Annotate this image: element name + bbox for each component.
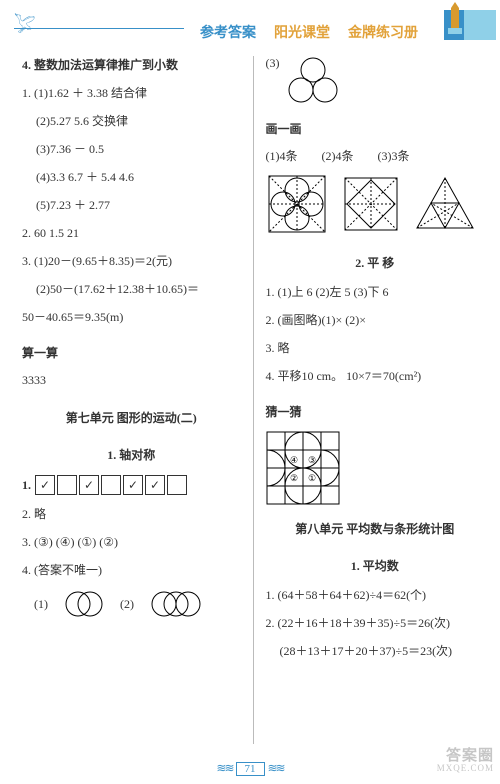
watermark-line2: MXQE.COM	[437, 764, 494, 774]
content-columns: 4. 整数加法运算律推广到小数 1. (1)1.62 ＋ 3.38 结合律 (2…	[0, 56, 500, 744]
checkbox-5: ✓	[123, 475, 143, 495]
sym-q4: 4. (答案不唯一)	[22, 561, 241, 579]
t-q1: 1. (1)上 6 (2)左 5 (3)下 6	[265, 283, 484, 301]
page-header: 𓅯 参考答案 阳光课堂 金牌练习册	[0, 0, 500, 56]
fig-label-2: (2)	[120, 597, 134, 612]
footer-deco-left: ≋≋	[216, 761, 232, 775]
guess-title: 猜一猜	[265, 403, 484, 420]
unit8-title: 第八单元 平均数与条形统计图	[265, 520, 484, 537]
watermark: 答案圈 MXQE.COM	[437, 748, 494, 774]
rotated-square-icon	[339, 172, 403, 236]
checkbox-row: ✓ ✓ ✓ ✓	[35, 475, 187, 495]
svg-text:①: ①	[308, 473, 316, 483]
q3-3: 50－40.65＝9.35(m)	[22, 308, 241, 326]
checkbox-3: ✓	[79, 475, 99, 495]
draw-a3: (3)3条	[377, 147, 409, 164]
svg-text:②: ②	[290, 473, 298, 483]
triangle-symmetry-icon	[413, 172, 477, 236]
header-brand-2: 金牌练习册	[348, 22, 418, 42]
page-number: 71	[236, 762, 265, 776]
footer-deco-right: ≋≋	[268, 761, 284, 775]
avg-title: 1. 平均数	[265, 557, 484, 574]
sym-q2: 2. 略	[22, 505, 241, 523]
avg-q2b: (28＋13＋17＋20＋37)÷5＝23(次)	[265, 642, 484, 660]
t-q4: 4. 平移10 cm。 10×7＝70(cm²)	[265, 367, 484, 385]
q2: 2. 60 1.5 21	[22, 224, 241, 242]
circle-figs-row: (1) (2)	[22, 589, 241, 619]
sym-q1-row: 1. ✓ ✓ ✓ ✓	[22, 475, 241, 495]
header-lighthouse-icon	[438, 0, 472, 34]
fig-3-row: (3)	[265, 56, 484, 104]
q3-1: 3. (1)20－(9.65＋8.35)＝2(元)	[22, 252, 241, 270]
q1-2: (2)5.27 5.6 交换律	[22, 112, 241, 130]
t-q3: 3. 略	[265, 339, 484, 357]
checkbox-2	[57, 475, 77, 495]
header-bird-icon: 𓅯	[14, 8, 35, 38]
three-circles-icon	[148, 589, 204, 619]
checkbox-4	[101, 475, 121, 495]
sym-q1-prefix: 1.	[22, 478, 31, 493]
checkbox-6: ✓	[145, 475, 165, 495]
symmetry-title: 1. 轴对称	[22, 446, 241, 463]
checkbox-1: ✓	[35, 475, 55, 495]
q1-4: (4)3.3 6.7 ＋ 5.4 4.6	[22, 168, 241, 186]
calc-answer: 3333	[22, 371, 241, 389]
header-center-title: 参考答案	[200, 22, 256, 42]
header-brand-1: 阳光课堂	[274, 22, 330, 42]
q3-2: (2)50－(17.62＋12.38＋10.65)＝	[22, 280, 241, 298]
column-divider	[253, 56, 254, 744]
sym-q3: 3. (③) (④) (①) (②)	[22, 533, 241, 551]
checkbox-7	[167, 475, 187, 495]
svg-text:③: ③	[308, 455, 316, 465]
three-circles-triangle-icon	[285, 56, 341, 104]
right-column: (3) 画一画 (1)4条 (2)4条 (3)3条	[265, 56, 484, 744]
avg-q1: 1. (64＋58＋64＋62)÷4＝62(个)	[265, 586, 484, 604]
svg-text:④: ④	[290, 455, 298, 465]
two-circles-icon	[62, 589, 106, 619]
left-column: 4. 整数加法运算律推广到小数 1. (1)1.62 ＋ 3.38 结合律 (2…	[22, 56, 241, 744]
fig-label-1: (1)	[34, 597, 48, 612]
page-footer: ≋≋ 71 ≋≋	[0, 761, 500, 776]
header-rule	[14, 28, 184, 29]
avg-q2a: 2. (22＋16＋18＋39＋35)÷5＝26(次)	[265, 614, 484, 632]
t-q2: 2. (画图略)(1)× (2)×	[265, 311, 484, 329]
draw-a2: (2)4条	[321, 147, 353, 164]
draw-a1: (1)4条	[265, 147, 297, 164]
q1-1: 1. (1)1.62 ＋ 3.38 结合律	[22, 84, 241, 102]
grid-pattern-icon: ④ ③ ② ①	[265, 430, 341, 506]
watermark-line1: 答案圈	[437, 748, 494, 765]
draw-answers-row: (1)4条 (2)4条 (3)3条	[265, 147, 484, 164]
q1-5: (5)7.23 ＋ 2.77	[22, 196, 241, 214]
translate-title: 2. 平 移	[265, 254, 484, 271]
section-4-title: 4. 整数加法运算律推广到小数	[22, 56, 241, 74]
draw-title: 画一画	[265, 120, 484, 137]
unit7-title: 第七单元 图形的运动(二)	[22, 409, 241, 426]
symmetry-figs-row	[265, 172, 484, 236]
four-petal-flower-icon	[265, 172, 329, 236]
calc-title: 算一算	[22, 344, 241, 361]
q1-3: (3)7.36 － 0.5	[22, 140, 241, 158]
fig-3-label: (3)	[265, 56, 279, 71]
